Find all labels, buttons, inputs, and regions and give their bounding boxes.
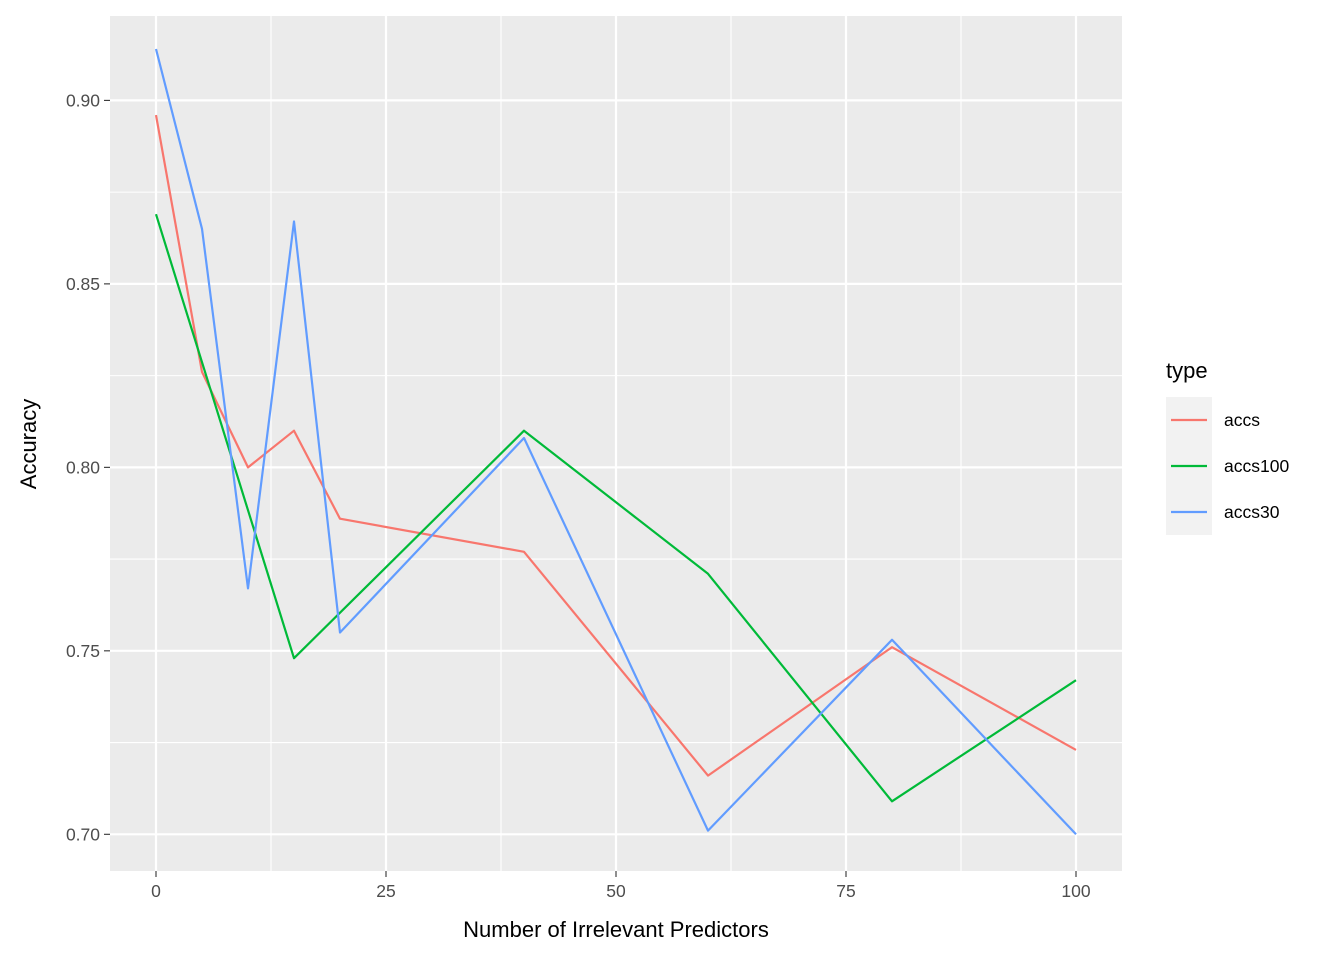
y-tick-label: 0.90 bbox=[66, 90, 100, 110]
y-axis-title: Accuracy bbox=[16, 399, 41, 489]
x-tick-label: 25 bbox=[376, 881, 395, 901]
legend-label-accs: accs bbox=[1224, 410, 1260, 430]
legend-label-accs30: accs30 bbox=[1224, 502, 1280, 522]
y-tick-label: 0.70 bbox=[66, 824, 100, 844]
x-tick-label: 100 bbox=[1061, 881, 1090, 901]
legend-title: type bbox=[1166, 358, 1208, 383]
x-tick-label: 75 bbox=[836, 881, 855, 901]
series-lines bbox=[154, 48, 1077, 836]
x-tick-label: 0 bbox=[151, 881, 161, 901]
x-axis-title: Number of Irrelevant Predictors bbox=[463, 917, 769, 942]
legend-label-accs100: accs100 bbox=[1224, 456, 1289, 476]
x-tick-label: 50 bbox=[606, 881, 626, 901]
plot-panel bbox=[110, 16, 1122, 871]
axes: 0 25 50 75 100 0.70 0.75 0.80 0.85 0.90 bbox=[66, 90, 1091, 901]
y-tick-label: 0.75 bbox=[66, 641, 100, 661]
legend: type accs accs100 accs30 bbox=[1166, 358, 1289, 535]
y-tick-label: 0.85 bbox=[66, 274, 100, 294]
y-tick-label: 0.80 bbox=[66, 457, 100, 477]
series-line-accs30 bbox=[154, 48, 1077, 836]
series-line-accs100 bbox=[154, 213, 1077, 803]
series-line-accs bbox=[154, 114, 1077, 777]
